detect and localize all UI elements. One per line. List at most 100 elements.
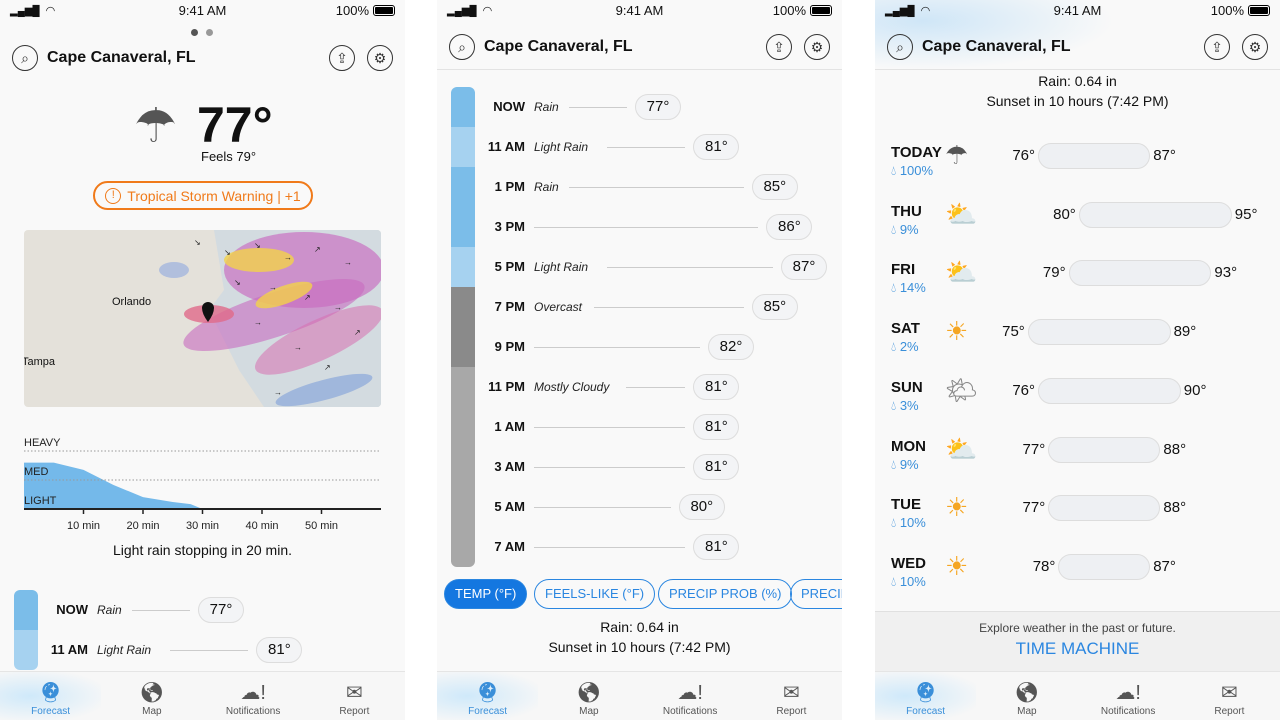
radar-overlay: ↘ ↘ ↘ → ↗ → ↘ → ↗ → → → ↗ → ↗ bbox=[159, 230, 381, 407]
tab-notifications[interactable]: ☁︎! Notifications bbox=[1078, 672, 1179, 720]
tab-map[interactable]: 🌎︎ Map bbox=[976, 672, 1077, 720]
hour-row[interactable]: NOW Rain 77° bbox=[0, 590, 405, 630]
temp-leader-line bbox=[132, 610, 190, 611]
location-title[interactable]: Cape Canaveral, FL bbox=[484, 38, 633, 55]
temp-pill: 81° bbox=[693, 534, 740, 560]
page-dots[interactable] bbox=[191, 29, 213, 36]
hour-row[interactable]: 3 PM 86° bbox=[437, 207, 842, 247]
precip-value: 9% bbox=[899, 221, 919, 237]
temp-leader-line bbox=[625, 387, 686, 388]
temp-range-bar bbox=[1038, 143, 1151, 169]
share-icon[interactable]: ⇪ bbox=[766, 34, 792, 60]
day-name: TUE bbox=[891, 496, 921, 514]
battery-icon bbox=[1248, 5, 1270, 16]
day-row[interactable]: MON 💧︎ 9% ⛅ 77° 88° bbox=[875, 434, 1280, 492]
drop-icon: 💧︎ bbox=[891, 339, 897, 355]
temp-leader-line bbox=[534, 427, 686, 428]
hour-row[interactable]: 5 AM 80° bbox=[437, 487, 842, 527]
hour-row[interactable]: 7 AM 81° bbox=[437, 527, 842, 567]
time-machine-prompt: Explore weather in the past or future. bbox=[979, 621, 1176, 635]
day-name: WED bbox=[891, 554, 926, 572]
alert-button[interactable]: ! Tropical Storm Warning | +1 bbox=[93, 181, 313, 210]
hour-row[interactable]: NOW Rain 77° bbox=[437, 87, 842, 127]
crystal-ball-icon: 🔮︎ bbox=[474, 682, 501, 704]
timeline-segment bbox=[451, 447, 475, 487]
drop-icon: 💧︎ bbox=[891, 221, 897, 237]
hour-row[interactable]: 3 AM 81° bbox=[437, 447, 842, 487]
share-icon[interactable]: ⇪ bbox=[329, 45, 355, 71]
crystal-ball-icon: 🔮︎ bbox=[37, 682, 64, 704]
day-row[interactable]: SUN 💧︎ 3% 🌤 76° 90° bbox=[875, 375, 1280, 433]
tab-label: Map bbox=[142, 706, 162, 717]
hour-row[interactable]: 11 PM Mostly Cloudy 81° bbox=[437, 367, 842, 407]
tab-notifications[interactable]: ☁︎! Notifications bbox=[203, 672, 304, 720]
hour-time: 1 AM bbox=[494, 419, 525, 434]
time-machine-button[interactable]: TIME MACHINE bbox=[1015, 639, 1140, 658]
battery-level: 100% bbox=[1210, 3, 1244, 18]
search-icon[interactable]: ⌕ bbox=[887, 34, 913, 60]
svg-text:↘: ↘ bbox=[234, 278, 241, 287]
precip-chance: 💧︎ 3% bbox=[891, 398, 919, 414]
metric-chip[interactable]: PRECIP PROB (%) bbox=[658, 579, 793, 609]
tab-forecast[interactable]: 🔮︎ Forecast bbox=[437, 672, 539, 720]
temp-pill: 81° bbox=[693, 454, 740, 480]
location-title[interactable]: Cape Canaveral, FL bbox=[922, 38, 1071, 55]
high-temp: 87° bbox=[1153, 147, 1176, 164]
search-icon[interactable]: ⌕ bbox=[449, 34, 475, 60]
clock: 9:41 AM bbox=[615, 3, 664, 18]
location-title[interactable]: Cape Canaveral, FL bbox=[47, 49, 196, 66]
tab-label: Map bbox=[1017, 706, 1037, 717]
svg-text:↘: ↘ bbox=[254, 241, 261, 250]
high-temp: 90° bbox=[1183, 381, 1207, 399]
tab-map[interactable]: 🌎︎ Map bbox=[101, 672, 202, 720]
tab-forecast[interactable]: 🔮︎ Forecast bbox=[0, 672, 102, 720]
temp-range-bar bbox=[1027, 319, 1171, 346]
day-row[interactable]: SAT 💧︎ 2% ☀ 75° 89° bbox=[875, 316, 1280, 374]
precip-value: 10% bbox=[899, 515, 926, 531]
day-row[interactable]: WED 💧︎ 10% ☀ 78° 87° bbox=[875, 551, 1280, 609]
share-icon[interactable]: ⇪ bbox=[1204, 34, 1230, 60]
temp-range-bar bbox=[1078, 201, 1232, 228]
timeline-segment bbox=[451, 247, 475, 287]
forecast-screen: ▂▄▆█ ◠ 9:41 AM 100% ⌕ Cape Canaveral, FL … bbox=[0, 0, 405, 720]
status-bar: ▂▄▆█ ◠ 9:41 AM 100% bbox=[437, 0, 842, 22]
svg-text:↗: ↗ bbox=[354, 328, 361, 337]
tab-forecast[interactable]: 🔮︎ Forecast bbox=[875, 672, 977, 720]
hour-row[interactable]: 9 PM 82° bbox=[437, 327, 842, 367]
timeline-segment bbox=[451, 327, 475, 367]
hour-row[interactable]: 5 PM Light Rain 87° bbox=[437, 247, 842, 287]
rain-total: Rain: 0.64 in bbox=[600, 619, 679, 635]
hour-row[interactable]: 11 AM Light Rain 81° bbox=[437, 127, 842, 167]
hour-time: 11 AM bbox=[50, 642, 88, 657]
tab-map[interactable]: 🌎︎ Map bbox=[538, 672, 639, 720]
search-icon[interactable]: ⌕ bbox=[12, 45, 38, 71]
hour-row[interactable]: 1 AM 81° bbox=[437, 407, 842, 447]
day-row[interactable]: FRI 💧︎ 14% ⛅ 79° 93° bbox=[875, 257, 1280, 315]
day-row[interactable]: THU 💧︎ 9% ⛅ 80° 95° bbox=[875, 199, 1280, 257]
day-row[interactable]: TUE 💧︎ 10% ☀ 77° 88° bbox=[875, 492, 1280, 550]
condition-timeline bbox=[14, 590, 38, 670]
gear-icon[interactable]: ⚙ bbox=[804, 34, 830, 60]
metric-chip[interactable]: PRECIP bbox=[790, 579, 842, 609]
gear-icon[interactable]: ⚙ bbox=[367, 45, 393, 71]
tab-notifications[interactable]: ☁︎! Notifications bbox=[640, 672, 741, 720]
metric-chip[interactable]: TEMP (°F) bbox=[444, 579, 528, 609]
timeline-segment bbox=[14, 630, 38, 670]
tab-report[interactable]: ✉︎ Report bbox=[304, 672, 405, 720]
hour-row[interactable]: 1 PM Rain 85° bbox=[437, 167, 842, 207]
tab-report[interactable]: ✉︎ Report bbox=[1179, 672, 1280, 720]
globe-icon: 🌎︎ bbox=[576, 682, 602, 704]
hourly-list[interactable]: NOW Rain 77° 11 AM Light Rain 81° 1 PM R… bbox=[437, 87, 842, 567]
temp-leader-line bbox=[534, 467, 686, 468]
hour-time: 11 AM bbox=[487, 139, 525, 154]
gear-icon[interactable]: ⚙ bbox=[1242, 34, 1268, 60]
tab-report[interactable]: ✉︎ Report bbox=[741, 672, 842, 720]
hour-condition: Rain bbox=[534, 100, 559, 114]
hour-time: 3 PM bbox=[494, 219, 525, 234]
hour-row[interactable]: 11 AM Light Rain 81° bbox=[0, 630, 405, 670]
temp-pill: 87° bbox=[781, 254, 827, 280]
day-row[interactable]: TODAY 💧︎ 100% ☂ 76° 87° bbox=[875, 140, 1280, 198]
metric-chip[interactable]: FEELS-LIKE (°F) bbox=[534, 579, 656, 609]
hour-row[interactable]: 7 PM Overcast 85° bbox=[437, 287, 842, 327]
radar-map[interactable]: ↘ ↘ ↘ → ↗ → ↘ → ↗ → → → ↗ → ↗ Orlando Tampa bbox=[24, 230, 381, 407]
